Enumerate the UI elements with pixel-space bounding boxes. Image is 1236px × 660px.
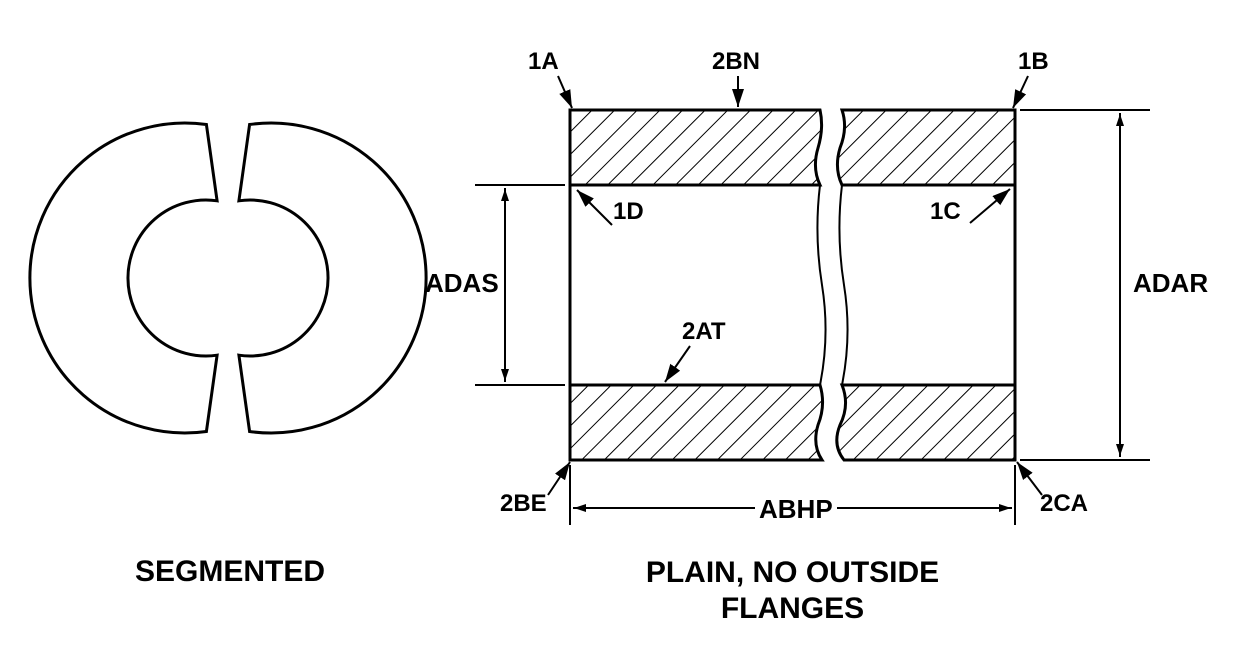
callout-1A: 1A	[528, 48, 559, 76]
dim-ABHP: ABHP	[755, 494, 837, 525]
left-figure-title: SEGMENTED	[60, 555, 400, 589]
right-figure-title: PLAIN, NO OUTSIDE FLANGES	[555, 555, 1030, 627]
callout-1D: 1D	[613, 198, 644, 226]
callout-2BN: 2BN	[712, 48, 760, 76]
dim-ADAS: ADAS	[425, 268, 499, 299]
callout-1B: 1B	[1018, 48, 1049, 76]
right-title-line1: PLAIN, NO OUTSIDE	[646, 556, 939, 589]
callout-1C: 1C	[930, 198, 961, 226]
diagram-container: SEGMENTED PLAIN, NO OUTSIDE FLANGES 1A 2…	[0, 0, 1236, 660]
dim-ADAR: ADAR	[1133, 268, 1208, 299]
right-title-line2: FLANGES	[721, 592, 864, 625]
callout-2CA: 2CA	[1040, 490, 1088, 518]
callout-2BE: 2BE	[500, 490, 547, 518]
callout-2AT: 2AT	[682, 318, 726, 346]
